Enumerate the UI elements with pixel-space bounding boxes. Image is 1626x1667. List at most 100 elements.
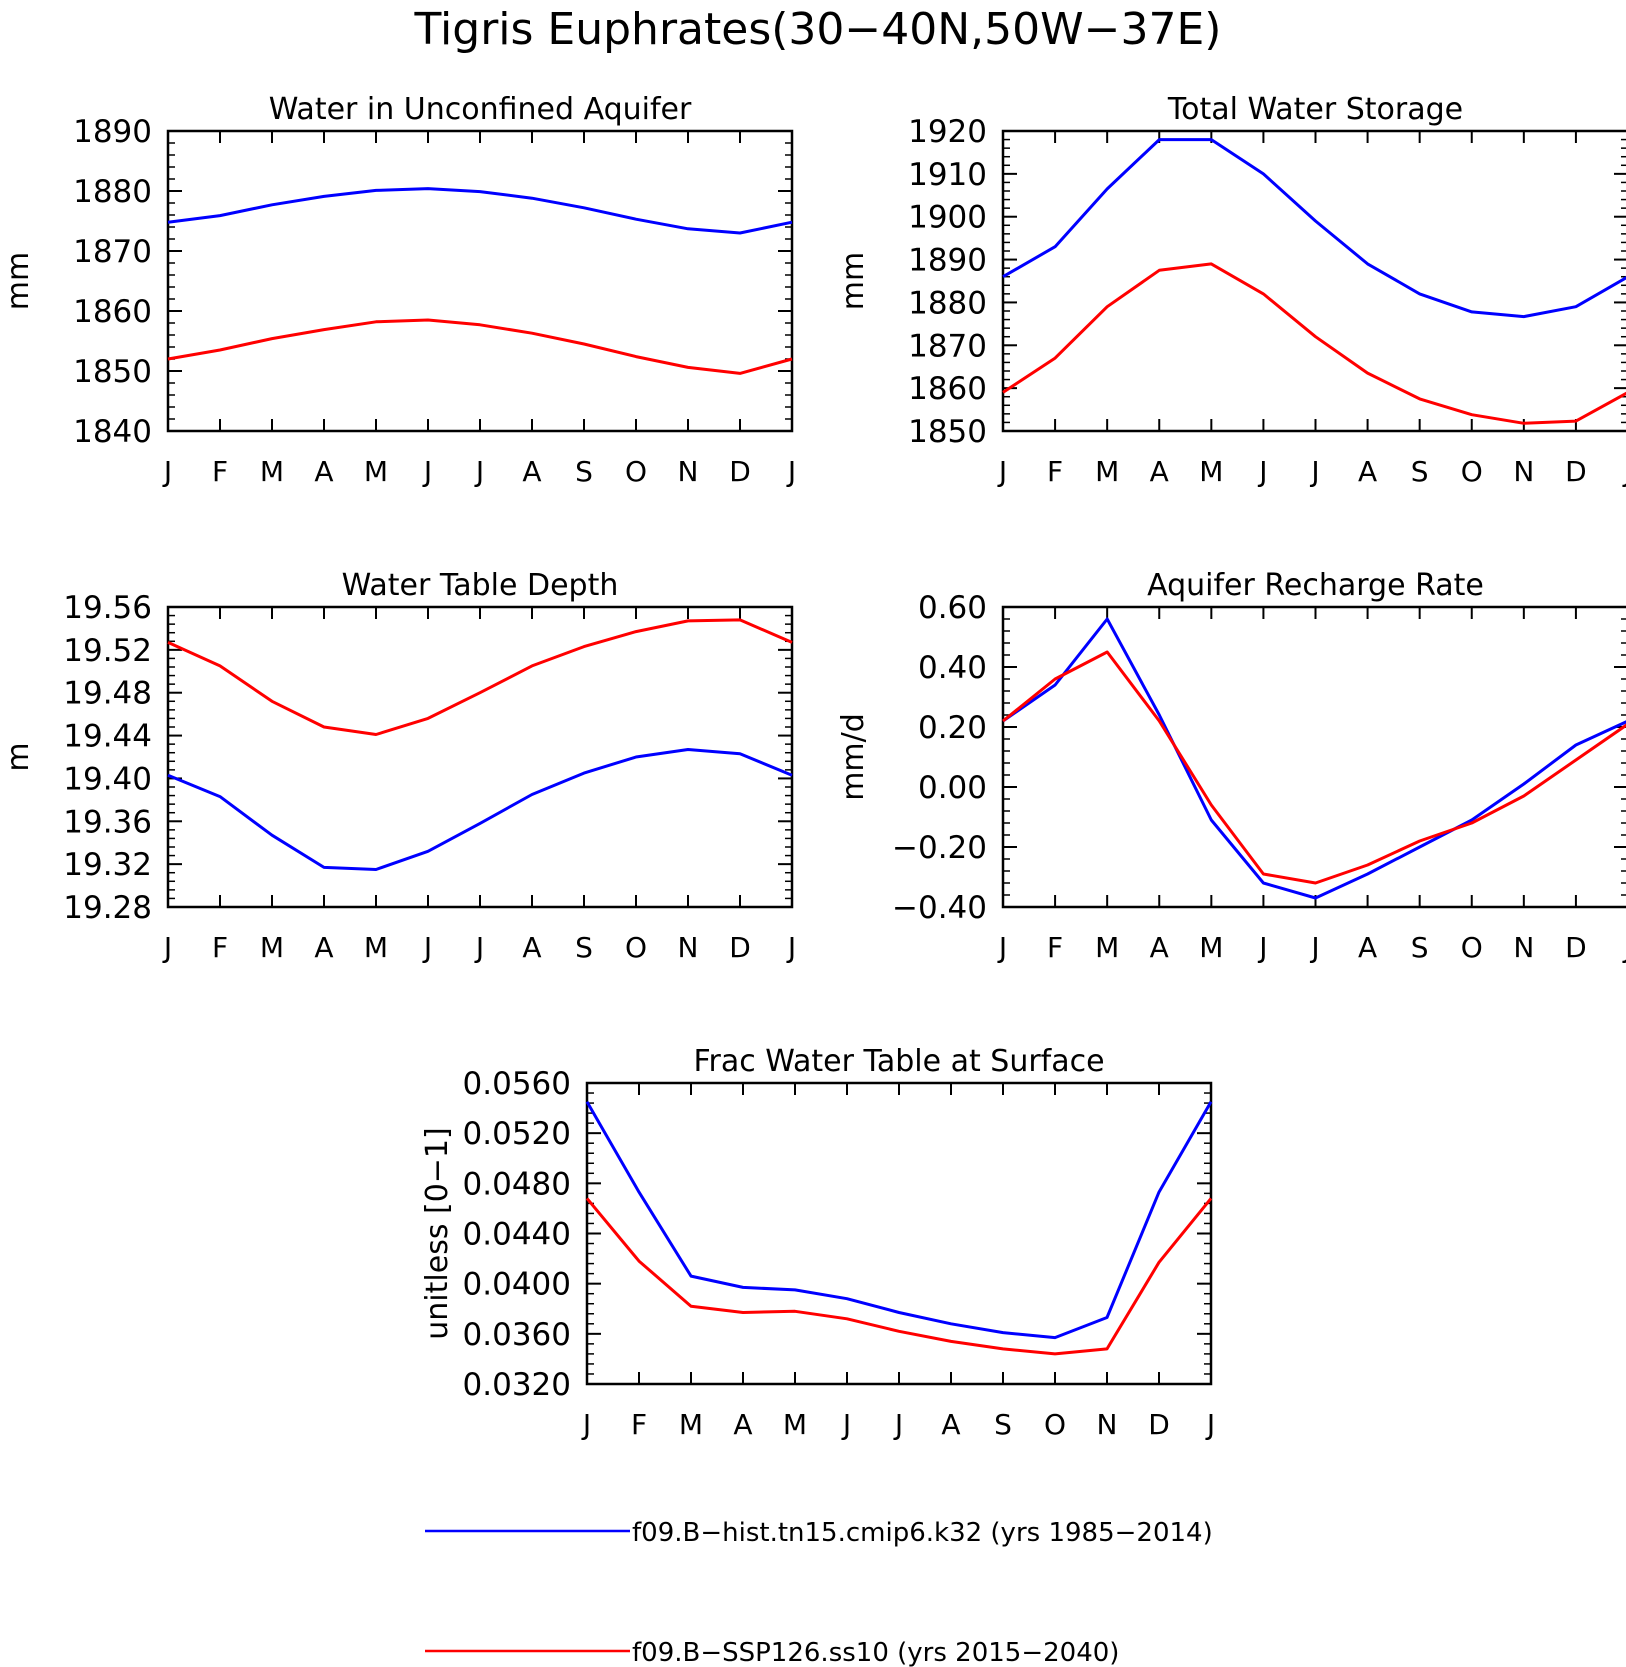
panel-title: Total Water Storage <box>1167 92 1463 127</box>
x-tick-label: J <box>1205 1408 1215 1441</box>
y-tick-label: 0.0320 <box>463 1367 571 1403</box>
panel-2: Total Water StoragemmJFMAMJJASONDJ185018… <box>836 92 1626 488</box>
x-tick-label: J <box>786 931 796 964</box>
x-tick-label: O <box>1044 1408 1066 1441</box>
panel-title: Aquifer Recharge Rate <box>1147 568 1484 603</box>
y-tick-label: 0.20 <box>918 710 987 746</box>
x-tick-label: F <box>631 1408 647 1441</box>
x-tick-label: A <box>1358 455 1377 488</box>
y-tick-label: 0.60 <box>918 590 987 626</box>
x-tick-label: M <box>260 931 284 964</box>
series-line-ssp <box>167 318 793 375</box>
x-tick-label: J <box>162 455 172 488</box>
y-axis-label: mm/d <box>836 713 871 801</box>
x-tick-label: D <box>1565 931 1587 964</box>
y-tick-label: 19.44 <box>63 719 152 755</box>
series-line-ssp <box>585 1197 1213 1356</box>
y-tick-label: 0.0400 <box>463 1267 571 1303</box>
x-tick-label: A <box>522 931 541 964</box>
x-tick-label: A <box>1358 931 1377 964</box>
series-line-hist <box>1002 138 1626 319</box>
y-tick-label: 0.0360 <box>463 1317 571 1353</box>
figure-title: Tigris Euphrates(30−40N,50W−37E) <box>414 4 1222 55</box>
x-tick-label: J <box>1257 931 1267 964</box>
x-tick-label: M <box>364 931 388 964</box>
y-tick-label: −0.40 <box>892 890 987 926</box>
x-tick-label: F <box>212 931 228 964</box>
x-tick-label: J <box>841 1408 851 1441</box>
y-axis-label: mm <box>1 252 36 310</box>
x-tick-label: M <box>1199 455 1223 488</box>
x-tick-label: D <box>1565 455 1587 488</box>
x-tick-label: A <box>314 931 333 964</box>
y-tick-label: 19.28 <box>63 890 152 926</box>
x-tick-label: N <box>678 931 699 964</box>
x-tick-label: O <box>625 455 647 488</box>
panel-title: Water in Unconfined Aquifer <box>269 92 692 127</box>
y-tick-label: 19.48 <box>63 676 152 712</box>
x-tick-label: J <box>581 1408 591 1441</box>
panel-title: Water Table Depth <box>342 568 619 603</box>
x-tick-label: O <box>1461 931 1483 964</box>
y-tick-label: 1880 <box>908 285 987 321</box>
y-tick-label: 1890 <box>908 243 987 279</box>
y-tick-label: 1900 <box>908 200 987 236</box>
x-tick-label: D <box>729 455 751 488</box>
series-line-ssp <box>167 618 793 736</box>
x-tick-label: M <box>1199 931 1223 964</box>
x-tick-label: S <box>994 1408 1012 1441</box>
x-tick-label: F <box>1047 931 1063 964</box>
x-tick-label: S <box>575 931 593 964</box>
y-tick-label: 19.52 <box>63 633 152 669</box>
x-tick-label: F <box>212 455 228 488</box>
x-tick-label: A <box>733 1408 752 1441</box>
y-axis-label: unitless [0−1] <box>420 1127 455 1339</box>
x-tick-label: J <box>422 931 432 964</box>
x-tick-label: M <box>1095 931 1119 964</box>
legend-label-2: f09.B−SSP126.ss10 (yrs 2015−2040) <box>632 1638 1119 1667</box>
y-tick-label: 1870 <box>73 234 152 270</box>
x-tick-label: J <box>1622 931 1626 964</box>
x-tick-label: J <box>786 455 796 488</box>
y-tick-label: 1860 <box>73 294 152 330</box>
y-tick-label: 1910 <box>908 157 987 193</box>
y-tick-label: 1870 <box>908 328 987 364</box>
y-tick-label: 1890 <box>73 114 152 150</box>
x-tick-label: O <box>1461 455 1483 488</box>
y-tick-label: 0.0440 <box>463 1217 571 1253</box>
series-line-hist <box>167 748 793 871</box>
y-tick-label: 19.32 <box>63 847 152 883</box>
y-tick-label: 19.36 <box>63 804 152 840</box>
x-tick-label: D <box>729 931 751 964</box>
x-tick-label: J <box>1257 455 1267 488</box>
x-tick-label: J <box>893 1408 903 1441</box>
x-tick-label: M <box>679 1408 703 1441</box>
legend: f09.B−hist.tn15.cmip6.k32 (yrs 1985−2014… <box>425 1518 1213 1667</box>
y-axis-label: mm <box>836 252 871 310</box>
y-tick-label: 1850 <box>73 354 152 390</box>
y-tick-label: 1840 <box>73 414 152 450</box>
panel-4: Aquifer Recharge Ratemm/dJFMAMJJASONDJ−0… <box>836 568 1626 964</box>
x-tick-label: F <box>1047 455 1063 488</box>
y-tick-label: 19.56 <box>63 590 152 626</box>
x-tick-label: A <box>522 455 541 488</box>
x-tick-label: M <box>783 1408 807 1441</box>
y-tick-label: 1880 <box>73 174 152 210</box>
series-line-ssp <box>1002 262 1626 425</box>
x-tick-label: A <box>314 455 333 488</box>
series-line-hist <box>1002 617 1626 900</box>
x-tick-label: N <box>1513 455 1534 488</box>
x-tick-label: J <box>997 455 1007 488</box>
panel-title: Frac Water Table at Surface <box>693 1044 1104 1079</box>
series-line-hist <box>585 1101 1213 1340</box>
y-tick-label: 1920 <box>908 114 987 150</box>
y-tick-label: −0.20 <box>892 830 987 866</box>
y-axis-label: m <box>1 742 36 771</box>
x-tick-label: D <box>1148 1408 1170 1441</box>
y-tick-label: 19.40 <box>63 761 152 797</box>
